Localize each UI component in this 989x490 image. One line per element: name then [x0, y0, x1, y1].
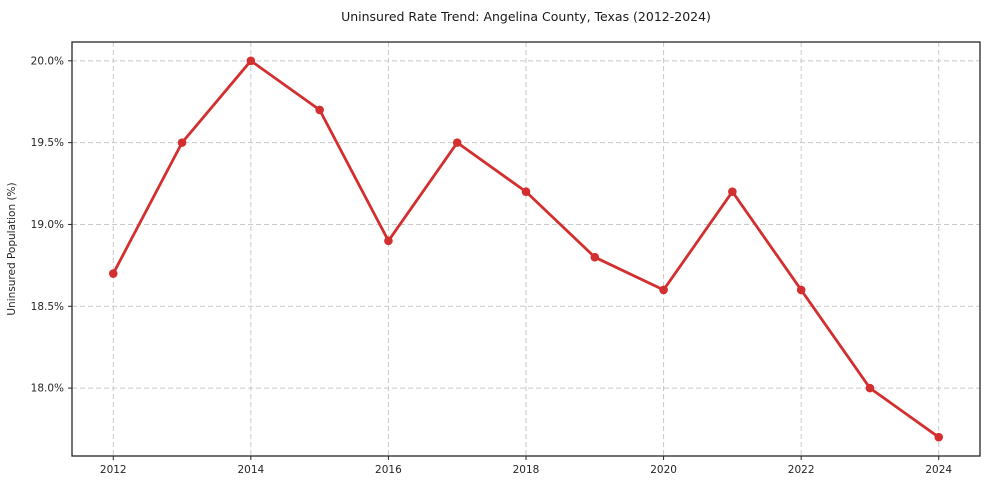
x-tick-label: 2022 [788, 464, 815, 476]
data-point-2023 [865, 383, 875, 393]
data-point-2014 [246, 56, 256, 66]
grid-layer [72, 42, 980, 456]
x-tick-label: 2016 [375, 464, 402, 476]
y-tick-label: 19.5% [31, 137, 64, 149]
data-point-2024 [934, 432, 944, 442]
data-point-2018 [521, 187, 531, 197]
data-point-2022 [796, 285, 806, 295]
x-tick-label: 2018 [513, 464, 540, 476]
y-tick-label: 20.0% [31, 55, 64, 67]
data-point-2021 [728, 187, 737, 197]
plot-border [71, 41, 981, 457]
chart-title: Uninsured Rate Trend: Angelina County, T… [341, 9, 711, 24]
series-layer [108, 56, 944, 442]
y-tick-label: 18.0% [31, 383, 64, 395]
y-tick-label: 19.0% [31, 219, 64, 231]
data-point-2020 [659, 285, 668, 295]
data-point-2019 [590, 252, 600, 262]
x-tick-label: 2024 [925, 464, 952, 476]
data-point-2012 [108, 269, 118, 278]
x-tick-label: 2012 [100, 464, 127, 476]
x-tick-label: 2014 [237, 464, 264, 476]
x-tick-label: 2020 [650, 464, 677, 476]
axes-layer: 2012 2014 2016 2018 2020 2022 2024 18.0% 18.5% 19… [31, 41, 981, 476]
data-point-2013 [177, 138, 187, 147]
y-tick-label: 18.5% [31, 301, 64, 313]
data-point-2015 [315, 105, 324, 115]
y-axis-label: Uninsured Population (%) [6, 182, 18, 315]
data-point-2017 [452, 138, 462, 147]
data-point-2016 [384, 236, 393, 246]
